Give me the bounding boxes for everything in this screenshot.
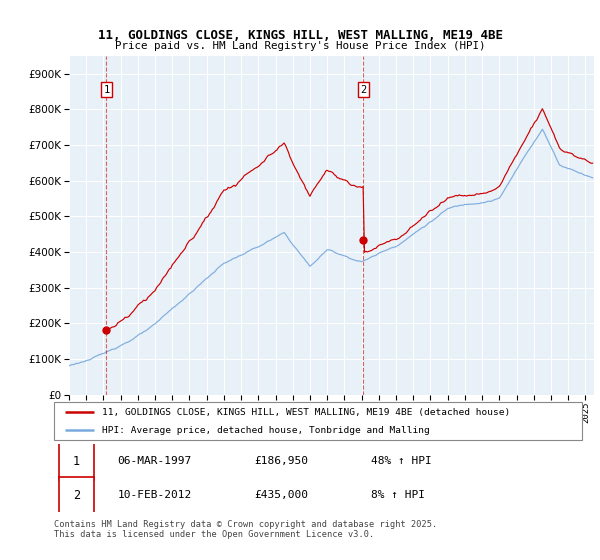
Text: HPI: Average price, detached house, Tonbridge and Malling: HPI: Average price, detached house, Tonb… (101, 426, 429, 435)
Text: £186,950: £186,950 (254, 456, 308, 466)
Text: 48% ↑ HPI: 48% ↑ HPI (371, 456, 431, 466)
Text: Price paid vs. HM Land Registry's House Price Index (HPI): Price paid vs. HM Land Registry's House … (115, 41, 485, 51)
FancyBboxPatch shape (59, 442, 94, 480)
Text: Contains HM Land Registry data © Crown copyright and database right 2025.
This d: Contains HM Land Registry data © Crown c… (54, 520, 437, 539)
FancyBboxPatch shape (54, 402, 582, 440)
Text: 8% ↑ HPI: 8% ↑ HPI (371, 491, 425, 500)
Text: 10-FEB-2012: 10-FEB-2012 (118, 491, 191, 500)
FancyBboxPatch shape (59, 477, 94, 514)
Text: 06-MAR-1997: 06-MAR-1997 (118, 456, 191, 466)
Text: 1: 1 (73, 455, 80, 468)
Text: £435,000: £435,000 (254, 491, 308, 500)
Text: 1: 1 (103, 85, 109, 95)
Text: 2: 2 (73, 489, 80, 502)
Text: 11, GOLDINGS CLOSE, KINGS HILL, WEST MALLING, ME19 4BE (detached house): 11, GOLDINGS CLOSE, KINGS HILL, WEST MAL… (101, 408, 510, 417)
Text: 2: 2 (360, 85, 367, 95)
Text: 11, GOLDINGS CLOSE, KINGS HILL, WEST MALLING, ME19 4BE: 11, GOLDINGS CLOSE, KINGS HILL, WEST MAL… (97, 29, 503, 42)
